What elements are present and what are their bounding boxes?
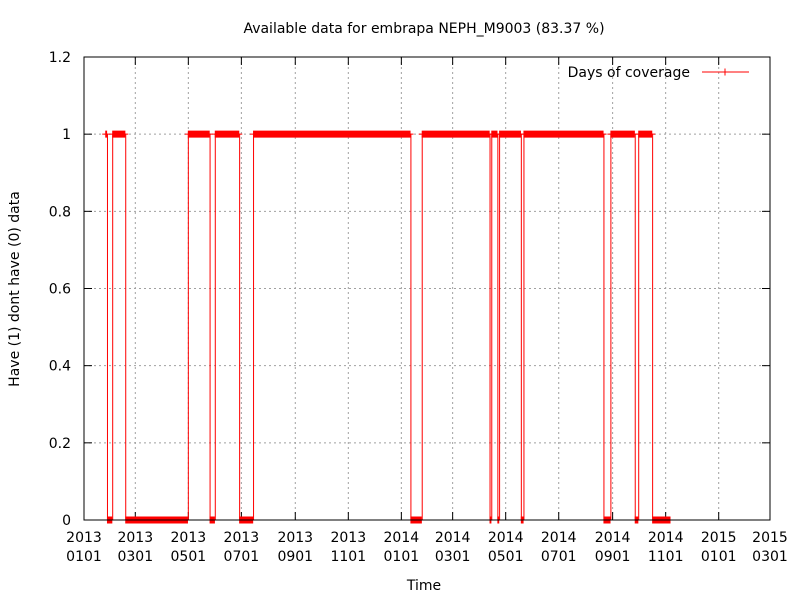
x-tick-labels: 2013 0101 2013 0301 2013 0501 2013 0701 2013 0901… [66,530,788,565]
axis-ticks [83,56,771,521]
x-tick-label: 2014 1101 [648,530,684,565]
series-line [105,133,671,521]
series-markers-have-data [211,130,243,138]
series-markers-have-data [184,130,213,138]
y-tick-label: 0.8 [49,204,71,220]
series-markers-have-data [418,130,493,138]
x-tick-label: 2015 0101 [701,530,737,565]
x-tick-label: 2013 0501 [171,530,207,565]
x-tick-label: 2013 1101 [330,530,366,565]
x-tick-label: 2014 0701 [541,530,577,565]
x-axis-label: Time [406,578,441,594]
grid-lines [83,56,771,521]
series-markers-have-data [250,130,414,138]
x-tick-label: 2014 0501 [488,530,524,565]
series-markers-have-data [607,130,638,138]
y-tick-label: 0.2 [49,436,71,452]
x-tick-label: 2013 0101 [66,530,102,565]
series-markers-have-data [496,130,524,138]
series-markers-have-data [520,130,607,138]
y-tick-label: 0.6 [49,282,71,298]
chart-title: Available data for embrapa NEPH_M9003 (8… [243,21,604,37]
y-tick-label: 0.4 [49,359,71,375]
x-tick-label: 2014 0101 [384,530,420,565]
y-tick-label: 1 [62,127,71,143]
series-markers-have-data [102,130,111,138]
y-tick-labels: 0 0.2 0.4 0.6 0.8 1 1.2 [49,50,71,529]
x-tick-label: 2013 0701 [224,530,260,565]
legend: Days of coverage [568,65,749,81]
series-days-of-coverage [102,130,674,524]
plot-frame [83,56,771,521]
x-tick-label: 2015 0301 [752,530,788,565]
x-tick-label: 2014 0901 [595,530,631,565]
y-tick-label: 1.2 [49,50,71,66]
x-tick-label: 2013 0901 [277,530,313,565]
legend-label: Days of coverage [568,65,690,81]
x-tick-label: 2013 0301 [117,530,153,565]
y-axis-label: Have (1) dont have (0) data [7,191,23,387]
series-markers-have-data [109,130,129,138]
legend-marker [721,68,729,76]
series-markers-have-data [635,130,656,138]
x-tick-label: 2014 0301 [435,530,471,565]
y-tick-label: 0 [62,513,71,529]
